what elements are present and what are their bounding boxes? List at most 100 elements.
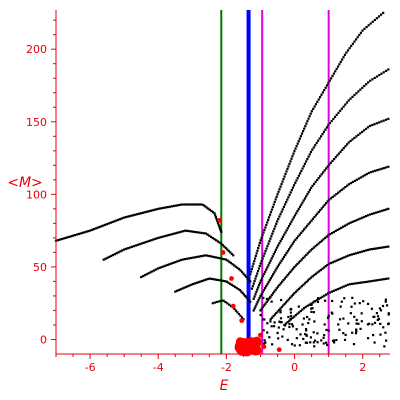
data-point — [359, 176, 362, 179]
data-point — [381, 304, 385, 308]
data-point — [272, 230, 275, 233]
data-point — [184, 258, 187, 261]
data-point — [333, 260, 336, 263]
data-point — [297, 235, 300, 238]
data-point — [284, 322, 288, 325]
data-point — [273, 313, 276, 316]
data-point — [265, 297, 269, 301]
data-point — [354, 38, 358, 41]
highlight-point — [230, 303, 236, 309]
data-point — [324, 128, 327, 131]
data-point — [73, 234, 77, 237]
data-point — [272, 315, 275, 318]
data-point — [369, 171, 372, 174]
data-point — [85, 230, 88, 233]
data-point — [348, 47, 351, 50]
data-point — [243, 274, 246, 277]
data-point — [251, 285, 254, 288]
data-point — [351, 220, 354, 224]
data-point — [111, 220, 114, 224]
data-point — [269, 318, 272, 321]
data-point — [218, 300, 221, 303]
data-point — [279, 321, 282, 324]
y-tick-label: 200 — [26, 43, 47, 56]
data-point — [234, 309, 238, 312]
data-point — [132, 214, 135, 217]
data-point — [190, 230, 193, 233]
data-point — [375, 312, 379, 315]
data-point — [124, 216, 127, 219]
data-point — [316, 100, 319, 103]
data-point — [384, 300, 387, 303]
data-point — [312, 146, 315, 149]
data-point — [324, 265, 327, 268]
data-point — [287, 248, 291, 251]
data-point — [227, 281, 230, 284]
data-point — [312, 301, 315, 304]
data-point — [224, 258, 227, 261]
data-point — [218, 279, 221, 282]
data-point — [304, 341, 307, 344]
data-point — [387, 322, 390, 325]
data-point — [289, 222, 292, 226]
vertical-lines — [220, 10, 330, 354]
data-point — [328, 198, 331, 201]
data-point — [288, 322, 291, 325]
data-point — [312, 182, 316, 186]
data-point — [198, 203, 201, 206]
data-point — [334, 288, 337, 292]
data-point — [335, 113, 338, 116]
data-point — [223, 245, 226, 248]
data-point — [312, 246, 315, 249]
data-point — [332, 339, 336, 342]
data-point — [313, 216, 316, 219]
data-point — [300, 203, 303, 206]
data-point — [387, 207, 390, 210]
data-point — [372, 247, 376, 250]
data-point — [296, 176, 299, 180]
data-point — [287, 272, 291, 275]
data-point — [285, 170, 288, 173]
data-point — [285, 252, 288, 255]
data-point — [145, 210, 148, 213]
data-point — [313, 339, 317, 342]
data-point — [216, 300, 219, 304]
data-point — [264, 341, 267, 344]
data-point — [194, 203, 197, 206]
data-point — [258, 264, 261, 268]
data-point — [205, 206, 208, 209]
data-point — [366, 126, 370, 129]
data-point — [350, 253, 354, 256]
data-point — [331, 312, 334, 315]
data-point — [330, 119, 333, 123]
data-point — [351, 180, 354, 184]
data-point — [295, 237, 298, 240]
data-point — [317, 98, 320, 101]
data-point — [273, 250, 277, 254]
data-point — [184, 203, 187, 206]
data-point — [376, 279, 379, 282]
data-point — [323, 323, 326, 326]
data-point — [302, 337, 305, 341]
data-point — [162, 235, 165, 238]
data-point — [266, 299, 270, 302]
data-point — [130, 245, 134, 248]
data-point — [134, 244, 137, 247]
data-point — [383, 246, 386, 249]
data-point — [300, 231, 303, 234]
data-point — [275, 267, 278, 270]
data-point — [153, 269, 156, 272]
data-point — [296, 312, 299, 315]
data-point — [192, 282, 195, 286]
data-point — [147, 210, 150, 213]
data-point — [327, 262, 331, 265]
data-point — [253, 257, 257, 260]
data-point — [290, 323, 294, 326]
data-point — [324, 341, 328, 344]
data-point — [230, 283, 233, 286]
data-point — [264, 250, 267, 253]
data-point — [182, 230, 185, 233]
data-point — [351, 42, 354, 45]
data-point — [229, 282, 232, 285]
data-point — [259, 313, 262, 317]
